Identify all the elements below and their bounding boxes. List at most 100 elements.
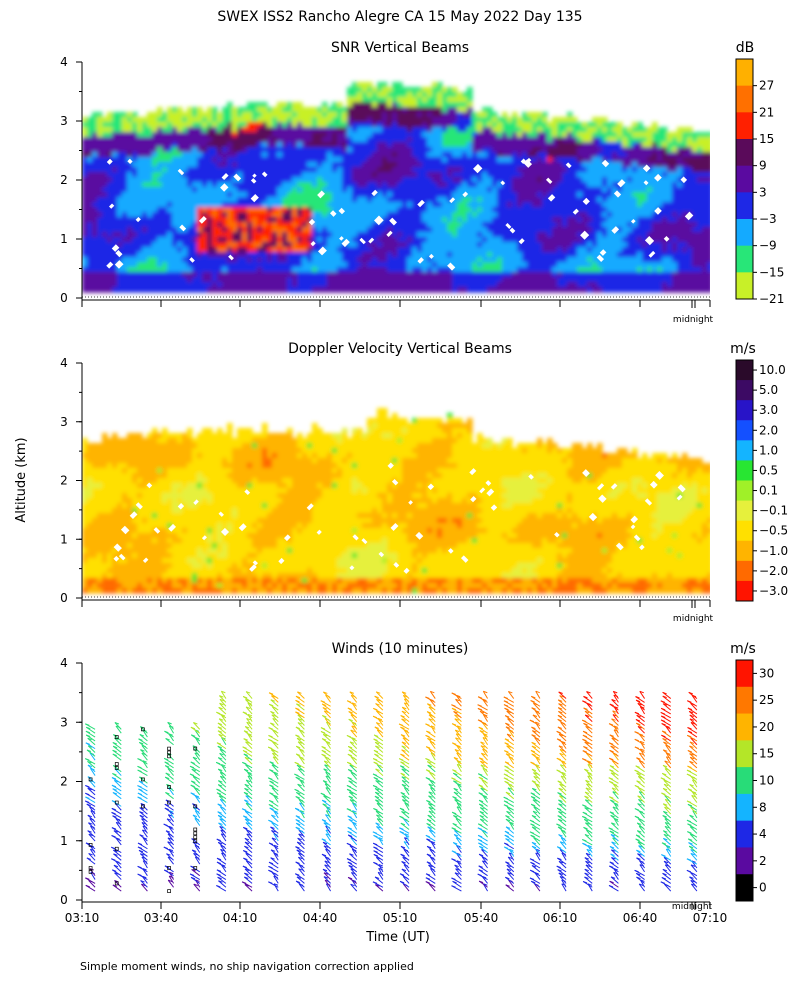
wind-barb-flag bbox=[508, 856, 513, 860]
wind-barb-flag bbox=[505, 791, 511, 795]
wind-barb-flag bbox=[556, 757, 562, 761]
wind-barb bbox=[612, 714, 619, 722]
wind-barb-flag bbox=[503, 777, 509, 780]
wind-barb bbox=[427, 814, 436, 823]
wind-barb-flag bbox=[425, 777, 431, 780]
wind-barb-flag bbox=[531, 803, 536, 807]
wind-barb-flag bbox=[375, 791, 380, 795]
wind-barb-flag bbox=[582, 730, 588, 734]
wind-barb bbox=[482, 714, 489, 722]
wind-barb bbox=[662, 738, 672, 746]
colorbar-swatch bbox=[736, 59, 753, 87]
wind-barb-flag bbox=[378, 864, 383, 867]
wind-barb-flag bbox=[662, 868, 668, 872]
wind-barb-flag bbox=[163, 846, 168, 850]
wind-barb bbox=[350, 883, 358, 892]
x-tick-label: 03:40 bbox=[144, 911, 179, 925]
wind-barb bbox=[558, 872, 567, 880]
wind-barb-flag bbox=[425, 881, 430, 884]
wind-barb bbox=[689, 745, 698, 753]
wind-barb-flag bbox=[453, 780, 458, 783]
wind-barb bbox=[325, 829, 332, 838]
wind-barb-flag bbox=[347, 861, 353, 865]
wind-barb bbox=[298, 864, 305, 873]
wind-barb-flag bbox=[451, 723, 457, 726]
wind-barb-flag bbox=[349, 853, 354, 856]
wind-barb bbox=[481, 779, 488, 788]
wind-barb bbox=[560, 837, 567, 846]
wind-barb-flag bbox=[586, 848, 591, 852]
wind-barb-flag bbox=[425, 877, 431, 880]
wind-barb-flag bbox=[426, 711, 432, 714]
wind-barb bbox=[453, 788, 462, 796]
wind-barb bbox=[323, 760, 331, 769]
wind-barb-flag bbox=[663, 810, 668, 814]
wind-barb bbox=[244, 841, 253, 850]
wind-barb-flag bbox=[86, 749, 92, 752]
colorbar-swatch bbox=[736, 85, 753, 113]
wind-barb bbox=[270, 857, 279, 865]
wind-barb bbox=[322, 868, 331, 877]
wind-barb bbox=[638, 787, 645, 796]
wind-barb-flag bbox=[530, 823, 535, 826]
wind-barb bbox=[534, 783, 541, 792]
wind-barb-flag bbox=[167, 721, 172, 725]
wind-barb bbox=[296, 841, 305, 850]
wind-barb-flag bbox=[609, 811, 615, 814]
wind-barb-flag bbox=[348, 749, 354, 752]
wind-barb-flag bbox=[530, 869, 535, 873]
wind-barb bbox=[430, 868, 436, 876]
wind-barb bbox=[508, 852, 515, 861]
wind-barb bbox=[662, 803, 672, 811]
wind-barb bbox=[403, 787, 410, 796]
wind-barb-flag bbox=[661, 707, 666, 711]
wind-barb-flag bbox=[507, 872, 512, 875]
wind-barb-flag bbox=[531, 880, 536, 884]
wind-barb-flag bbox=[216, 711, 221, 715]
wind-barb-flag bbox=[348, 718, 353, 722]
wind-barb-flag bbox=[87, 787, 92, 791]
wind-barb-flag bbox=[480, 760, 485, 764]
wind-barb bbox=[217, 768, 227, 776]
wind-barb-flag bbox=[321, 838, 327, 841]
wind-barb-flag bbox=[425, 696, 430, 699]
colorbar-swatch bbox=[736, 460, 753, 481]
wind-barb-flag bbox=[660, 700, 666, 703]
wind-barb bbox=[244, 726, 253, 734]
wind-barb bbox=[662, 787, 672, 796]
wind-barb bbox=[428, 829, 436, 838]
wind-barb bbox=[691, 694, 698, 703]
wind-barb bbox=[557, 714, 567, 723]
wind-barb bbox=[244, 784, 253, 792]
wind-barb-flag bbox=[454, 749, 460, 752]
wind-barb-flag bbox=[113, 864, 119, 868]
calm-marker bbox=[167, 746, 171, 751]
wind-barb-flag bbox=[297, 783, 302, 787]
wind-barb-flag bbox=[321, 753, 326, 757]
wind-barb bbox=[298, 868, 305, 877]
wind-barb bbox=[271, 837, 279, 846]
wind-barb bbox=[193, 787, 201, 796]
wind-barb-flag bbox=[687, 749, 693, 753]
wind-barb-flag bbox=[454, 718, 459, 721]
x-axis-label: Time (UT) bbox=[365, 930, 430, 945]
wind-barb bbox=[88, 853, 96, 861]
wind-barb-flag bbox=[244, 841, 250, 845]
wind-barb-flag bbox=[634, 815, 640, 819]
wind-barb bbox=[245, 860, 253, 869]
wind-barb-flag bbox=[451, 704, 456, 707]
wind-barb-flag bbox=[401, 861, 406, 864]
wind-barb bbox=[690, 806, 698, 815]
wind-barb-flag bbox=[191, 849, 197, 852]
wind-barb bbox=[273, 833, 279, 842]
wind-barb-flag bbox=[268, 869, 273, 873]
calm-marker bbox=[193, 831, 198, 836]
snr-field bbox=[82, 82, 710, 293]
wind-barb-flag bbox=[558, 745, 564, 748]
wind-barb bbox=[375, 780, 384, 788]
wind-barb-flag bbox=[530, 749, 536, 753]
wind-barb-flag bbox=[87, 737, 92, 741]
colorbar-tick-label: 5.0 bbox=[759, 383, 778, 397]
wind-barb bbox=[663, 811, 672, 819]
wind-barb bbox=[244, 868, 253, 877]
